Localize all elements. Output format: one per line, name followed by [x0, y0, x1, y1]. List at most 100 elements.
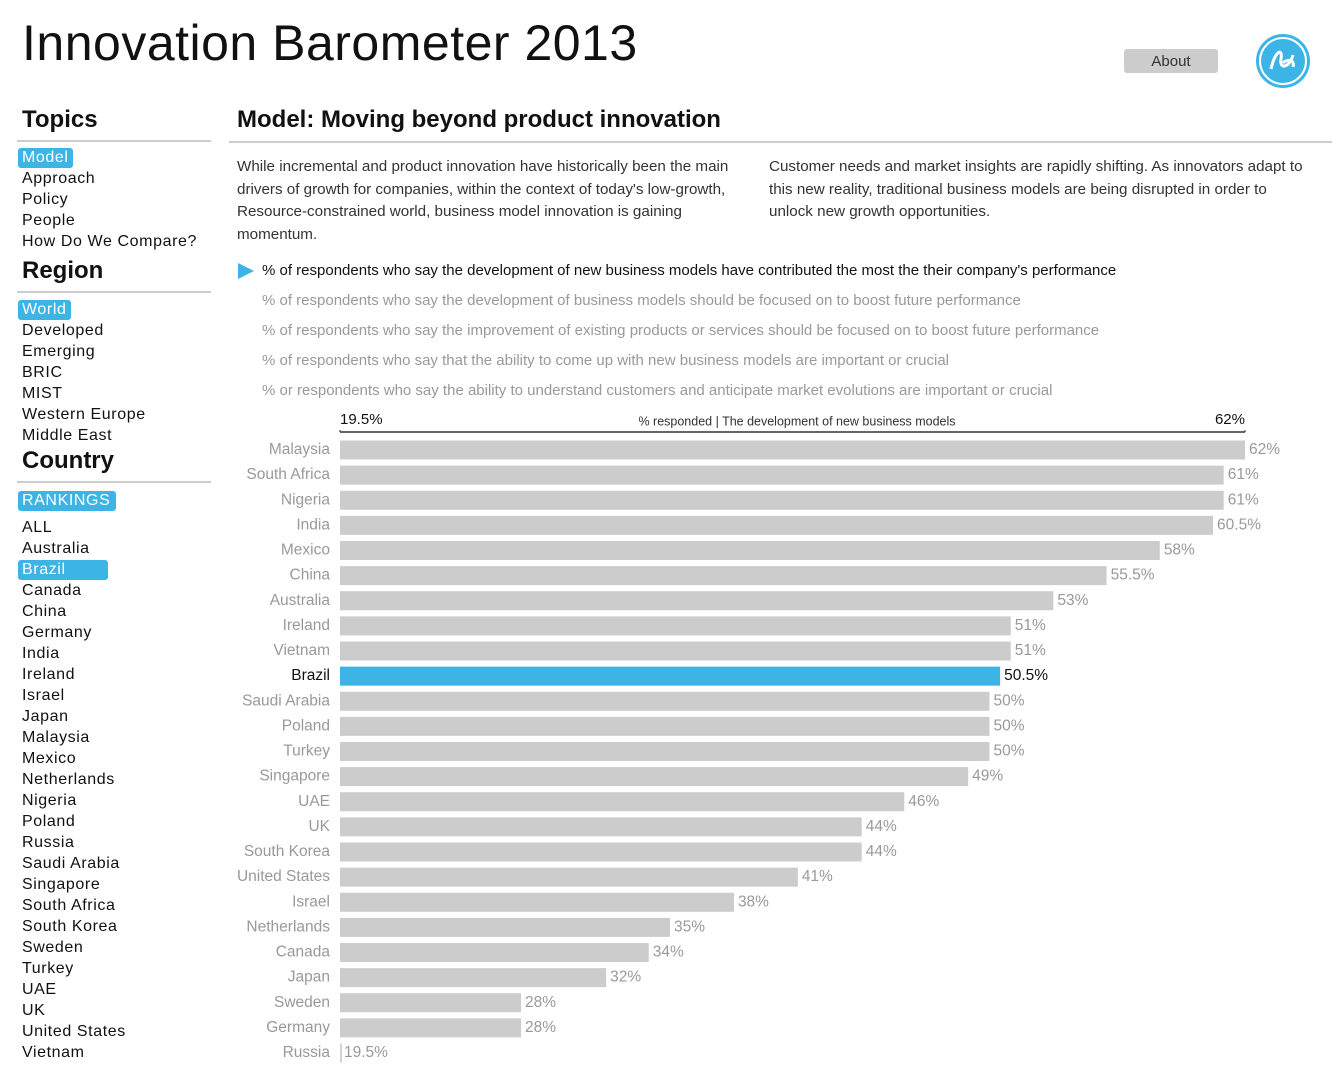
sidebar-item[interactable]: Israel [22, 687, 65, 704]
sidebar-item[interactable]: South Korea [22, 918, 118, 935]
value-label: 53% [1057, 592, 1088, 609]
heading-rule [229, 141, 1332, 143]
sidebar-rule [17, 481, 211, 483]
sidebar-heading: Country [22, 447, 114, 474]
sidebar-heading: Topics [22, 106, 98, 133]
sidebar-item[interactable]: Malaysia [22, 729, 90, 746]
category-label: Russia [283, 1044, 331, 1061]
bar [340, 541, 1160, 560]
category-label: Israel [292, 893, 330, 910]
sidebar-item[interactable]: Turkey [22, 960, 74, 977]
sidebar-item[interactable]: Emerging [22, 343, 96, 360]
value-label: 51% [1015, 617, 1046, 634]
category-label: South Korea [244, 843, 331, 860]
rankings-badge[interactable]: RANKINGS [18, 491, 117, 511]
measure-option[interactable]: % of respondents who say the development… [262, 262, 1117, 279]
sidebar-item[interactable]: World [18, 300, 71, 320]
sidebar-item[interactable]: How Do We Compare? [22, 233, 198, 250]
sidebar-item[interactable]: Model [18, 148, 73, 168]
measure-option[interactable]: % or respondents who say the ability to … [262, 382, 1053, 399]
sidebar-item[interactable]: ALL [22, 519, 53, 536]
value-label: 44% [866, 843, 897, 860]
value-label: 55.5% [1111, 567, 1155, 584]
sidebar-item[interactable]: MIST [22, 385, 63, 402]
logo-script [1269, 50, 1295, 70]
sidebar-item[interactable]: South Africa [22, 897, 116, 914]
value-label: 35% [674, 918, 705, 935]
category-label: Poland [282, 717, 330, 734]
sidebar-item[interactable]: Developed [22, 322, 104, 339]
measure-option[interactable]: % of respondents who say the development… [262, 292, 1021, 309]
value-label: 50% [993, 717, 1024, 734]
category-label: Mexico [281, 542, 330, 559]
sidebar-item[interactable]: Approach [22, 170, 96, 187]
sidebar-item[interactable]: Brazil [18, 560, 108, 580]
sidebar-item[interactable]: Russia [22, 834, 75, 851]
bar [340, 666, 1001, 686]
sidebar-item[interactable]: Western Europe [22, 406, 146, 423]
sidebar-item[interactable]: Middle East [22, 427, 113, 444]
sidebar-item[interactable]: Saudi Arabia [22, 855, 120, 872]
logo-ring [1259, 37, 1307, 85]
chart: % responded | The development of new bus… [237, 411, 1280, 1063]
bar [340, 641, 1011, 661]
sidebar-item[interactable]: Poland [22, 813, 76, 830]
paragraph: Customer needs and market insights are r… [769, 158, 1303, 220]
category-label: Malaysia [269, 441, 331, 458]
value-label: 32% [610, 969, 641, 986]
sidebar-item[interactable]: People [22, 212, 76, 229]
paragraph: While incremental and product innovation… [237, 158, 729, 243]
bar [340, 616, 1011, 636]
sidebar-item[interactable]: Policy [22, 191, 69, 208]
category-label: Germany [266, 1019, 330, 1036]
sidebar-item[interactable]: UAE [22, 981, 57, 998]
section-heading: Model: Moving beyond product innovation [237, 106, 721, 133]
category-label: Vietnam [273, 642, 330, 659]
sidebar-item[interactable]: Australia [22, 540, 90, 557]
bar [340, 867, 798, 887]
bar [340, 691, 990, 711]
value-label: 34% [653, 944, 684, 961]
sidebar-item[interactable]: Germany [22, 624, 92, 641]
sidebar-item[interactable]: United States [22, 1023, 126, 1040]
sidebar-item[interactable]: Canada [22, 582, 82, 599]
bar [340, 515, 1214, 535]
sidebar-item[interactable]: UK [22, 1002, 46, 1019]
category-label: India [296, 516, 330, 533]
about-button[interactable]: About [1124, 49, 1218, 73]
sidebar-item[interactable]: India [22, 645, 60, 662]
sidebar-item[interactable]: Nigeria [22, 792, 77, 809]
bar [340, 917, 671, 937]
bar [340, 440, 1245, 460]
category-label: UAE [298, 793, 330, 810]
sidebar-item[interactable]: Mexico [22, 750, 77, 767]
sidebar-item[interactable]: Sweden [22, 939, 84, 956]
bar [340, 742, 990, 761]
value-label: 50% [993, 692, 1024, 709]
bar [340, 943, 649, 962]
sidebar-item[interactable]: Ireland [22, 666, 76, 683]
category-label: Turkey [283, 743, 330, 760]
arrow-shape [238, 263, 254, 279]
value-label: 49% [972, 768, 1003, 785]
sidebar-item[interactable]: Netherlands [22, 771, 115, 788]
sidebar-item[interactable]: Vietnam [22, 1044, 85, 1061]
category-label: United States [237, 868, 330, 885]
sidebar-item[interactable]: Singapore [22, 876, 101, 893]
sidebar-item[interactable]: Japan [22, 708, 69, 725]
measure-option[interactable]: % of respondents who say the improvement… [262, 322, 1100, 339]
value-label: 50.5% [1004, 667, 1048, 684]
measure-option[interactable]: % of respondents who say that the abilit… [262, 352, 950, 369]
sidebar-heading: Region [22, 257, 104, 284]
bar [340, 591, 1054, 611]
category-label: Brazil [291, 667, 330, 684]
value-label: 58% [1164, 542, 1195, 559]
sidebar-item[interactable]: BRIC [22, 364, 63, 381]
sidebar-item[interactable]: China [22, 603, 67, 620]
category-label: Japan [288, 969, 330, 986]
category-label: Sweden [274, 994, 330, 1011]
category-label: UK [308, 818, 330, 835]
x-tick-label: 19.5% [340, 411, 383, 428]
category-label: Ireland [283, 617, 330, 634]
